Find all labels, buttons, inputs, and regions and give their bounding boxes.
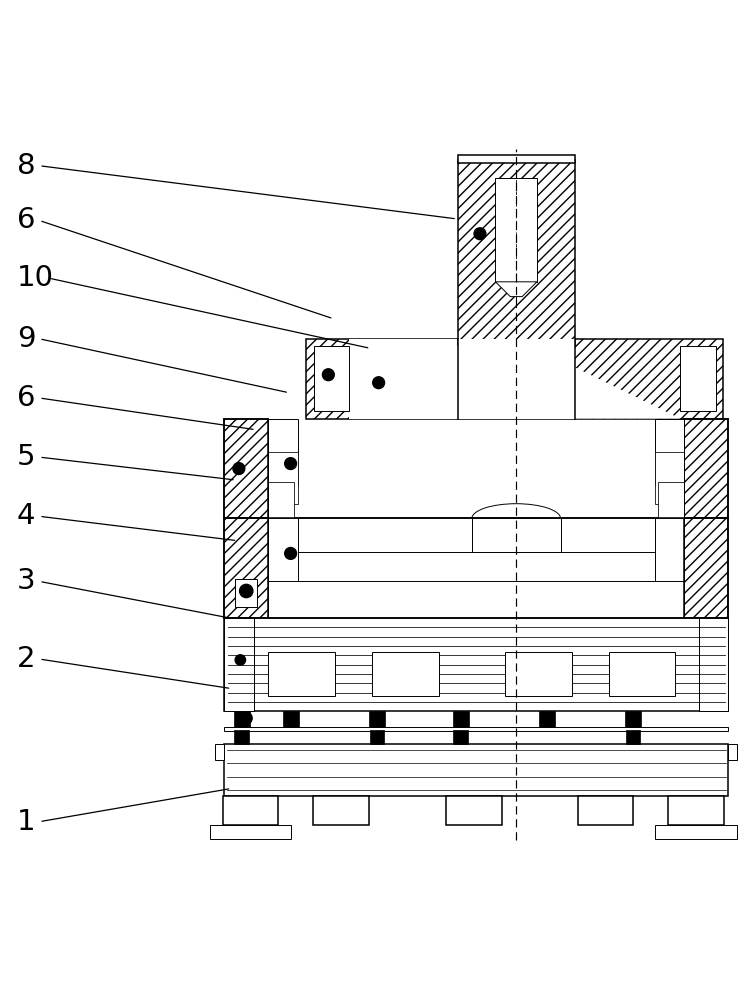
- Bar: [539, 711, 556, 727]
- Bar: [458, 155, 574, 163]
- Polygon shape: [268, 518, 684, 618]
- Circle shape: [239, 584, 253, 598]
- Bar: [453, 730, 468, 744]
- Bar: [654, 452, 684, 504]
- Bar: [654, 419, 684, 485]
- Bar: [625, 730, 640, 744]
- Bar: [313, 346, 349, 411]
- Polygon shape: [268, 419, 684, 518]
- Circle shape: [373, 377, 385, 389]
- Bar: [268, 482, 294, 518]
- Bar: [668, 796, 724, 825]
- Bar: [680, 346, 716, 411]
- Circle shape: [235, 655, 245, 665]
- Text: 9: 9: [17, 325, 36, 353]
- Bar: [283, 711, 299, 727]
- Bar: [215, 744, 224, 760]
- Bar: [224, 618, 728, 711]
- Text: 3: 3: [17, 567, 36, 595]
- Circle shape: [474, 228, 486, 240]
- Text: 6: 6: [17, 384, 36, 412]
- Bar: [223, 796, 279, 825]
- Bar: [505, 652, 571, 696]
- Bar: [313, 796, 369, 825]
- Polygon shape: [224, 419, 268, 518]
- Circle shape: [285, 548, 296, 559]
- Polygon shape: [516, 339, 680, 419]
- Bar: [655, 825, 737, 839]
- Polygon shape: [684, 419, 728, 518]
- Polygon shape: [349, 339, 516, 419]
- Bar: [224, 744, 728, 796]
- Text: 6: 6: [17, 206, 36, 234]
- Bar: [608, 652, 675, 696]
- Circle shape: [285, 458, 296, 469]
- Bar: [268, 419, 298, 485]
- Polygon shape: [496, 282, 537, 297]
- Circle shape: [240, 712, 252, 724]
- Polygon shape: [306, 339, 723, 419]
- Text: 10: 10: [17, 264, 54, 292]
- Text: 2: 2: [17, 645, 36, 673]
- Bar: [625, 711, 641, 727]
- Bar: [210, 825, 291, 839]
- Bar: [453, 711, 469, 727]
- Bar: [370, 730, 385, 744]
- Bar: [235, 579, 257, 607]
- Bar: [268, 452, 298, 504]
- Bar: [472, 518, 561, 552]
- Text: 8: 8: [17, 152, 36, 180]
- Polygon shape: [684, 518, 728, 618]
- Bar: [496, 178, 537, 282]
- Text: 5: 5: [17, 443, 36, 471]
- Circle shape: [233, 463, 245, 474]
- Bar: [728, 744, 737, 760]
- Bar: [224, 727, 728, 731]
- Bar: [446, 796, 502, 825]
- Bar: [233, 711, 250, 727]
- Bar: [372, 652, 439, 696]
- Polygon shape: [458, 160, 574, 345]
- Text: 1: 1: [17, 808, 36, 836]
- Bar: [224, 618, 253, 711]
- Bar: [458, 339, 574, 419]
- Polygon shape: [349, 339, 458, 419]
- Bar: [268, 652, 335, 696]
- Bar: [234, 730, 249, 744]
- Bar: [369, 711, 385, 727]
- Polygon shape: [224, 518, 268, 618]
- Polygon shape: [349, 339, 458, 419]
- Bar: [578, 796, 634, 825]
- Circle shape: [322, 369, 334, 381]
- Text: 4: 4: [17, 502, 36, 530]
- Bar: [658, 482, 684, 518]
- Bar: [699, 618, 728, 711]
